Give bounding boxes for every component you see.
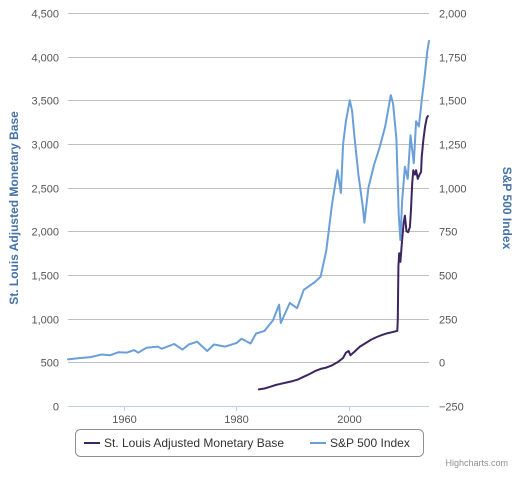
legend-label-sp500: S&P 500 Index [330,436,410,450]
right-y-tick-label: 2,000 [439,9,467,21]
legend: St. Louis Adjusted Monetary Base S&P 500… [75,429,424,457]
left-y-tick-label: 3,000 [31,140,59,152]
left-y-tick-label: 500 [41,358,59,370]
left-y-tick-label: 4,500 [31,9,59,21]
right-y-tick-label: 0 [439,358,445,370]
right-y-tick-label: 500 [439,271,457,283]
right-y-tick-label: 750 [439,227,457,239]
credits-link[interactable]: Highcharts.com [445,458,508,468]
right-y-axis-title: S&P 500 Index [500,167,514,250]
grid-lines [68,13,429,407]
left-y-tick-label: 3,500 [31,96,59,108]
right-y-tick-label: 1,000 [439,184,467,196]
legend-box [75,429,424,457]
x-axis: 1960 1980 2000 [68,406,429,426]
legend-label-monetary-base: St. Louis Adjusted Monetary Base [104,436,284,450]
legend-item-sp500[interactable]: S&P 500 Index [310,436,410,450]
left-y-tick-label: 1,000 [31,315,59,327]
left-y-axis: 0 500 1,000 1,500 2,000 2,500 3,000 3,500 4,000 4… [31,9,59,414]
series-layer [67,39,430,391]
left-y-tick-label: 2,000 [31,227,59,239]
x-tick-label: 1980 [224,414,248,426]
right-y-tick-label: 1,750 [439,53,467,65]
series-line-monetary-base [257,115,429,391]
left-y-tick-label: 0 [53,402,59,414]
x-tick-label: 1960 [112,414,136,426]
left-y-tick-label: 4,000 [31,53,59,65]
right-y-axis: −250 0 250 500 750 1,000 1,250 1,500 1,750 2,000 [439,9,467,414]
left-y-axis-title: St. Louis Adjusted Monetary Base [7,111,21,305]
right-y-tick-label: 1,250 [439,140,467,152]
series-line-sp500 [67,39,430,361]
left-y-tick-label: 2,500 [31,184,59,196]
x-tick-label: 2000 [337,414,361,426]
left-y-tick-label: 1,500 [31,271,59,283]
right-y-tick-label: 250 [439,315,457,327]
right-y-tick-label: 1,500 [439,96,467,108]
right-y-tick-label: −250 [439,402,464,414]
legend-item-monetary-base[interactable]: St. Louis Adjusted Monetary Base [84,436,284,450]
